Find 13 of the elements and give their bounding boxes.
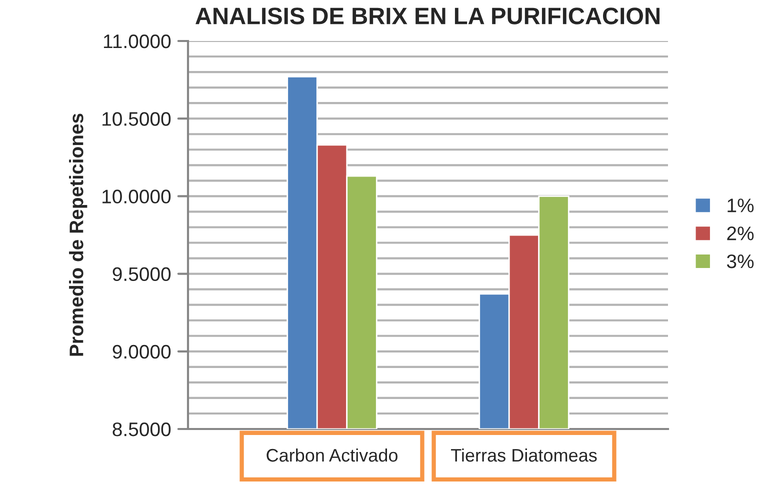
y-tick-label: 9.5000	[112, 267, 171, 282]
x-tick-label: Tierras Diatomeas	[451, 448, 597, 462]
y-tick-label: 8.5000	[112, 422, 171, 436]
legend-label: 1%	[728, 198, 754, 212]
y-axis-title: Promedio de Repeticiones	[69, 114, 88, 356]
y-tick-label: 9.0000	[112, 344, 171, 359]
legend-label: 2%	[727, 226, 754, 240]
y-tick-label: 10.0000	[102, 190, 171, 204]
y-tick-label: 10.5000	[102, 112, 171, 126]
legend-label: 3%	[726, 254, 754, 268]
chart-title: ANALISIS DE BRIX EN LA PURIFICACION	[196, 8, 660, 24]
y-tick-label: 11.0000	[104, 34, 171, 48]
x-tick-label: Carbon Activado	[266, 448, 398, 462]
